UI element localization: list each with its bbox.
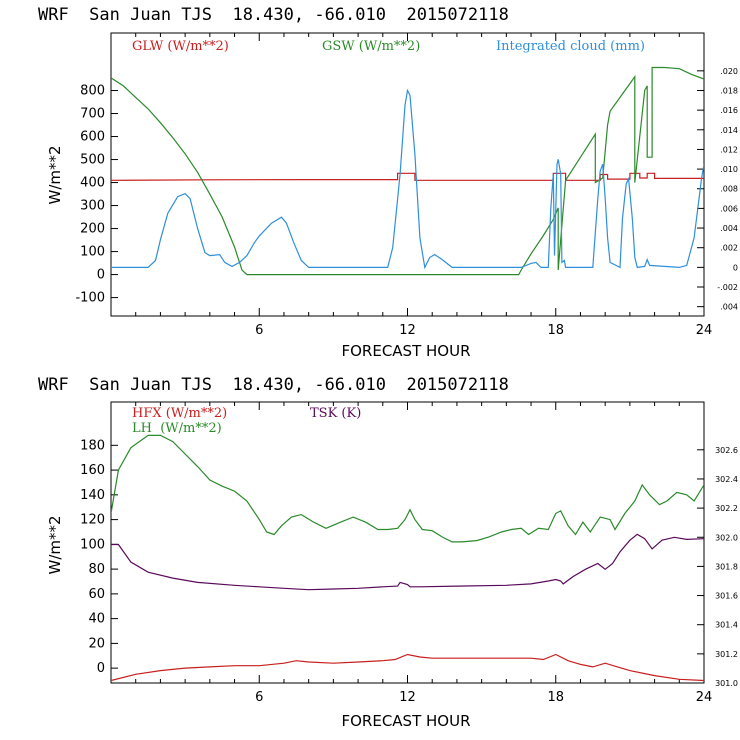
bottom-series-line-2: [111, 434, 704, 543]
bottom-y-axis-label: W/m**2: [46, 515, 64, 574]
bottom-y-tick-label: 20: [88, 636, 105, 651]
top-y2-tick-label: .008: [720, 185, 738, 194]
bottom-y-tick-label: 80: [88, 562, 105, 577]
top-y2-tick-label: .020: [720, 67, 738, 76]
top-y-tick-label: 100: [80, 245, 105, 260]
top-legend-glw: GLW (W/m**2): [132, 39, 229, 54]
bottom-y2-tick-label: 302.6: [715, 446, 738, 455]
bottom-x-tick-label: 6: [255, 690, 263, 705]
top-x-tick-label: 6: [255, 323, 263, 338]
top-chart: 6 12 18 24 -100 0 100 200 300 400 500 600 700 800 .004…: [75, 32, 738, 338]
bottom-y2-tick-label: 301.2: [715, 650, 738, 659]
top-y2-tick-label: .004: [720, 224, 738, 233]
top-y-tick-label: 700: [80, 107, 105, 122]
bottom-y2-tick-label: 302.0: [715, 533, 738, 542]
top-legend-cloud: Integrated cloud (mm): [496, 39, 645, 54]
top-y-axis-label: W/m**2: [46, 145, 64, 204]
bottom-x-axis-label: FORECAST HOUR: [341, 712, 470, 730]
bottom-y-tick-label: 120: [80, 513, 105, 528]
top-y-tick-label: 200: [80, 222, 105, 237]
bottom-y-tick-label: 100: [80, 537, 105, 552]
bottom-series-line-3: [111, 533, 704, 591]
bottom-x-tick-label: 24: [696, 690, 713, 705]
bottom-y-tick-label: 60: [88, 587, 105, 602]
bottom-chart: 6 12 18 24 0 20 40 60 80 100 120 140 160 180 301.0 301.…: [80, 401, 738, 705]
bottom-y2-tick-label: 302.4: [715, 475, 738, 484]
bottom-y-tick-label: 0: [97, 661, 105, 676]
top-x-tick-label: 12: [399, 323, 416, 338]
bottom-y2-tick-label: 302.2: [715, 504, 738, 513]
bottom-y-tick-label: 180: [80, 438, 105, 453]
top-y2-tick-label: .002: [720, 244, 738, 253]
bottom-y2-tick-label: 301.8: [715, 562, 738, 571]
top-legend-gsw: GSW (W/m**2): [322, 39, 420, 54]
top-series-line-2: [111, 66, 704, 276]
bottom-chart-title: WRF San Juan TJS 18.430, -66.010 2015072…: [38, 375, 509, 395]
bottom-y2-tick-label: 301.6: [715, 592, 738, 601]
top-y2-tick-label: -.002: [717, 283, 738, 292]
top-chart-title: WRF San Juan TJS 18.430, -66.010 2015072…: [38, 5, 509, 25]
top-y-tick-label: 500: [80, 153, 105, 168]
top-y2-tick-label: .018: [720, 86, 738, 95]
bottom-y-tick-label: 140: [80, 488, 105, 503]
top-y2-tick-label: .014: [720, 126, 738, 135]
top-x-tick-label: 18: [547, 323, 564, 338]
top-y-tick-label: 800: [80, 84, 105, 99]
top-series-line-3: [111, 88, 704, 270]
top-y2-tick-label: 0: [733, 263, 738, 272]
top-y-tick-label: 400: [80, 176, 105, 191]
bottom-legend-tsk: TSK (K): [310, 406, 361, 421]
bottom-series-line-1: [111, 653, 704, 682]
top-x-tick-label: 24: [696, 323, 713, 338]
bottom-legend-hfx: HFX (W/m**2): [132, 406, 227, 421]
top-y2-tick-label: .004: [720, 303, 738, 312]
bottom-y-tick-label: 160: [80, 463, 105, 478]
bottom-x-tick-label: 12: [399, 690, 416, 705]
top-y-tick-label: 0: [97, 268, 105, 283]
top-y2-tick-label: .016: [720, 106, 738, 115]
top-y2-tick-label: .012: [720, 145, 738, 154]
top-x-axis-label: FORECAST HOUR: [341, 342, 470, 360]
bottom-y-tick-label: 40: [88, 612, 105, 627]
bottom-y2-tick-label: 301.4: [715, 621, 738, 630]
top-y-tick-label: 600: [80, 130, 105, 145]
bottom-plot-frame: [110, 401, 705, 684]
top-y-tick-label: -100: [75, 291, 105, 306]
bottom-x-tick-label: 18: [547, 690, 564, 705]
bottom-legend-lh: LH (W/m**2): [132, 421, 222, 436]
top-y-tick-label: 300: [80, 199, 105, 214]
top-y2-tick-label: .010: [720, 165, 738, 174]
bottom-y2-tick-label: 301.0: [715, 679, 738, 688]
top-series-line-1: [111, 172, 704, 181]
top-plot-frame: [110, 32, 705, 317]
top-y2-tick-label: .006: [720, 204, 738, 213]
